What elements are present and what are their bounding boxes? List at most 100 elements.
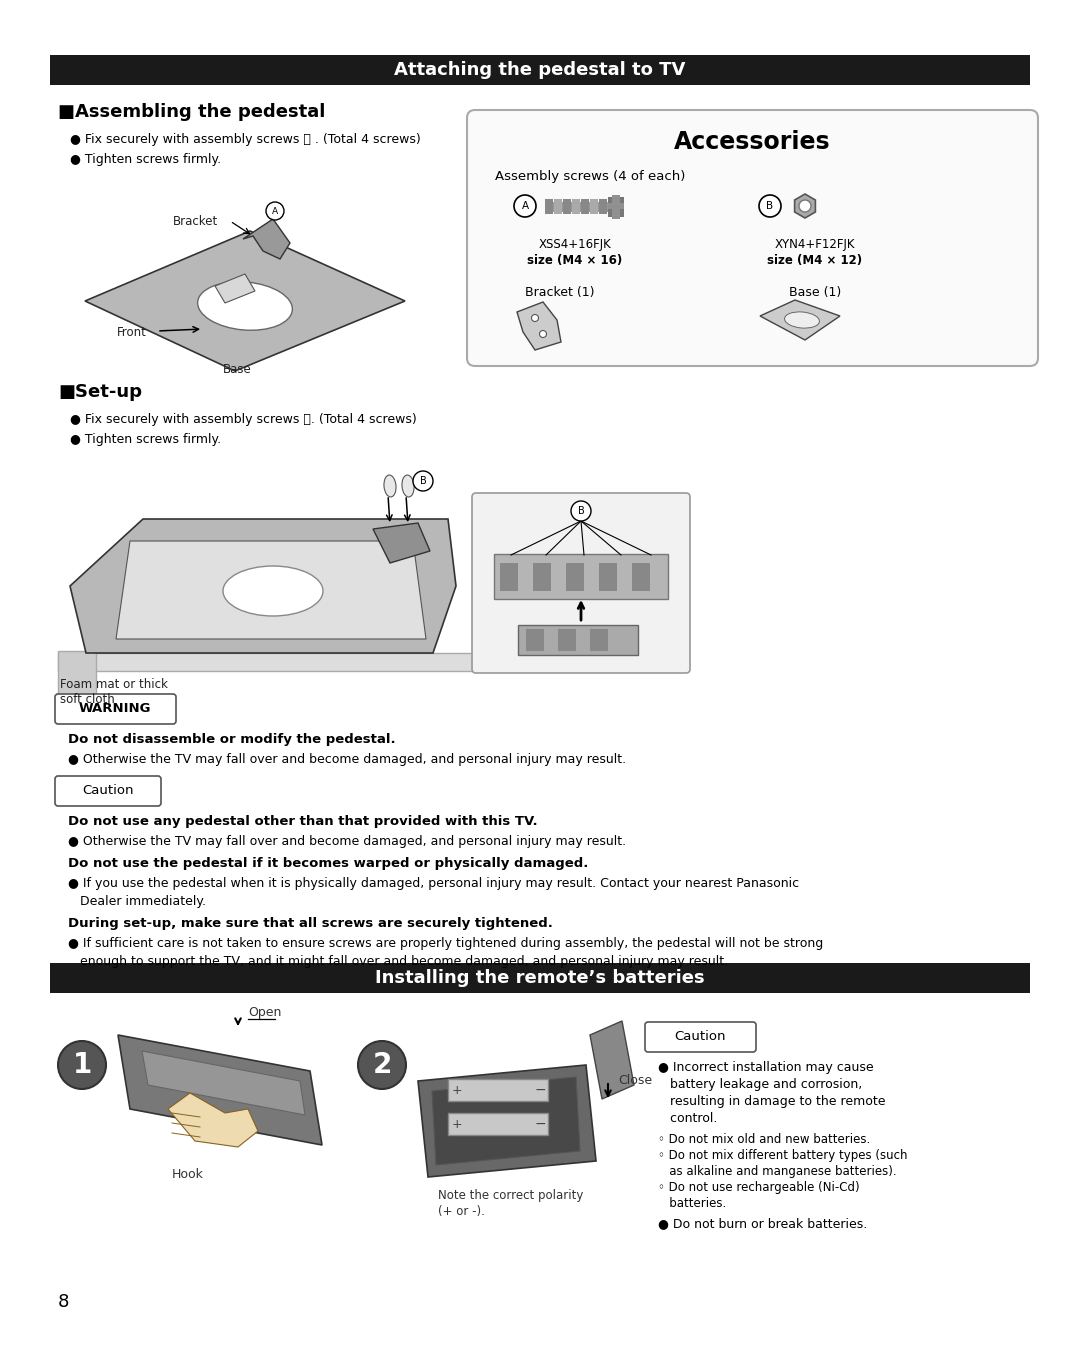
Text: +: + (453, 1118, 462, 1131)
Text: ● Tighten screws firmly.: ● Tighten screws firmly. (70, 433, 221, 446)
Bar (608, 203, 624, 208)
Bar (632, 563, 650, 591)
Text: ■Assembling the pedestal: ■Assembling the pedestal (58, 103, 325, 120)
FancyBboxPatch shape (467, 110, 1038, 367)
FancyBboxPatch shape (55, 694, 176, 724)
Text: control.: control. (658, 1112, 717, 1124)
Circle shape (799, 200, 811, 212)
Bar (58, 651, 96, 695)
Text: ● Incorrect installation may cause: ● Incorrect installation may cause (658, 1061, 874, 1074)
Polygon shape (215, 275, 255, 303)
Bar (494, 553, 669, 599)
Text: Base: Base (222, 363, 252, 376)
Text: ● Do not burn or break batteries.: ● Do not burn or break batteries. (658, 1216, 867, 1230)
Text: ● Otherwise the TV may fall over and become damaged, and personal injury may res: ● Otherwise the TV may fall over and bec… (68, 835, 626, 848)
Ellipse shape (784, 313, 820, 329)
FancyBboxPatch shape (472, 492, 690, 672)
Bar (581, 199, 589, 214)
Polygon shape (432, 1077, 580, 1165)
Text: ● Tighten screws firmly.: ● Tighten screws firmly. (70, 153, 221, 166)
Text: battery leakage and corrosion,: battery leakage and corrosion, (658, 1078, 862, 1091)
Polygon shape (795, 193, 815, 218)
Text: B: B (578, 506, 584, 515)
Bar (563, 199, 571, 214)
Bar (526, 629, 544, 651)
Text: ◦ Do not mix old and new batteries.: ◦ Do not mix old and new batteries. (658, 1132, 870, 1146)
Text: size (M4 × 16): size (M4 × 16) (527, 254, 623, 267)
Text: Do not disassemble or modify the pedestal.: Do not disassemble or modify the pedesta… (68, 733, 395, 746)
Polygon shape (85, 231, 405, 371)
Circle shape (540, 330, 546, 337)
Text: as alkaline and manganese batteries).: as alkaline and manganese batteries). (658, 1165, 896, 1178)
Text: Assembly screws (4 of each): Assembly screws (4 of each) (495, 170, 686, 183)
Text: Accessories: Accessories (674, 130, 831, 154)
Polygon shape (116, 541, 426, 639)
Bar (566, 563, 584, 591)
Bar (612, 195, 620, 219)
Polygon shape (590, 1022, 634, 1099)
Bar (545, 202, 610, 212)
Bar (572, 199, 580, 214)
Bar (534, 563, 551, 591)
Text: Close: Close (618, 1074, 652, 1088)
Text: XYN4+F12FJK: XYN4+F12FJK (774, 238, 855, 252)
Circle shape (413, 471, 433, 491)
Bar (58, 653, 498, 671)
Ellipse shape (384, 475, 396, 497)
Text: ● Otherwise the TV may fall over and become damaged, and personal injury may res: ● Otherwise the TV may fall over and bec… (68, 754, 626, 766)
Text: enough to support the TV, and it might fall over and become damaged, and persona: enough to support the TV, and it might f… (68, 955, 728, 967)
Polygon shape (373, 524, 430, 563)
Text: A: A (522, 202, 528, 211)
Polygon shape (118, 1035, 322, 1145)
Text: During set-up, make sure that all screws are securely tightened.: During set-up, make sure that all screws… (68, 917, 553, 930)
Text: B: B (767, 202, 773, 211)
Bar (590, 629, 608, 651)
Text: Do not use any pedestal other than that provided with this TV.: Do not use any pedestal other than that … (68, 815, 538, 828)
Text: Bracket (1): Bracket (1) (525, 285, 595, 299)
Text: ● Fix securely with assembly screws Ⓐ . (Total 4 screws): ● Fix securely with assembly screws Ⓐ . … (70, 133, 421, 146)
Polygon shape (760, 300, 840, 340)
Text: ■Set-up: ■Set-up (58, 383, 141, 400)
FancyBboxPatch shape (645, 1022, 756, 1053)
Bar (599, 563, 617, 591)
Polygon shape (168, 1093, 258, 1147)
Ellipse shape (198, 281, 293, 330)
Text: Caution: Caution (82, 783, 134, 797)
Text: Installing the remote’s batteries: Installing the remote’s batteries (375, 969, 705, 986)
Text: ● If sufficient care is not taken to ensure screws are properly tightened during: ● If sufficient care is not taken to ens… (68, 938, 823, 950)
Text: Hook: Hook (172, 1168, 204, 1181)
Bar (448, 1078, 548, 1101)
Circle shape (58, 1040, 106, 1089)
FancyBboxPatch shape (55, 777, 161, 806)
Polygon shape (517, 302, 561, 350)
Text: Front: Front (117, 326, 147, 340)
Circle shape (571, 501, 591, 521)
Text: Foam mat or thick
soft cloth: Foam mat or thick soft cloth (60, 678, 167, 706)
Text: 2: 2 (373, 1051, 392, 1078)
Bar (50, 55, 1030, 85)
Text: Caution: Caution (674, 1030, 726, 1043)
Text: Attaching the pedestal to TV: Attaching the pedestal to TV (394, 61, 686, 78)
Bar (518, 625, 638, 655)
Bar (608, 198, 624, 216)
Text: XSS4+16FJK: XSS4+16FJK (539, 238, 611, 252)
Text: batteries.: batteries. (658, 1197, 726, 1210)
Text: −: − (535, 1118, 546, 1131)
Text: Do not use the pedestal if it becomes warped or physically damaged.: Do not use the pedestal if it becomes wa… (68, 856, 589, 870)
Text: WARNING: WARNING (79, 702, 151, 714)
Bar (50, 963, 1030, 993)
Text: resulting in damage to the remote: resulting in damage to the remote (658, 1095, 886, 1108)
Text: +: + (453, 1084, 462, 1096)
Polygon shape (418, 1065, 596, 1177)
Text: −: − (535, 1082, 546, 1097)
Text: size (M4 × 12): size (M4 × 12) (768, 254, 863, 267)
Bar (554, 199, 562, 214)
Text: B: B (420, 476, 427, 486)
Bar (599, 199, 607, 214)
Bar (448, 1114, 548, 1135)
Text: 1: 1 (72, 1051, 92, 1078)
Ellipse shape (222, 566, 323, 616)
Text: ● Fix securely with assembly screws Ⓑ. (Total 4 screws): ● Fix securely with assembly screws Ⓑ. (… (70, 413, 417, 426)
Polygon shape (141, 1051, 305, 1115)
Polygon shape (70, 520, 456, 653)
